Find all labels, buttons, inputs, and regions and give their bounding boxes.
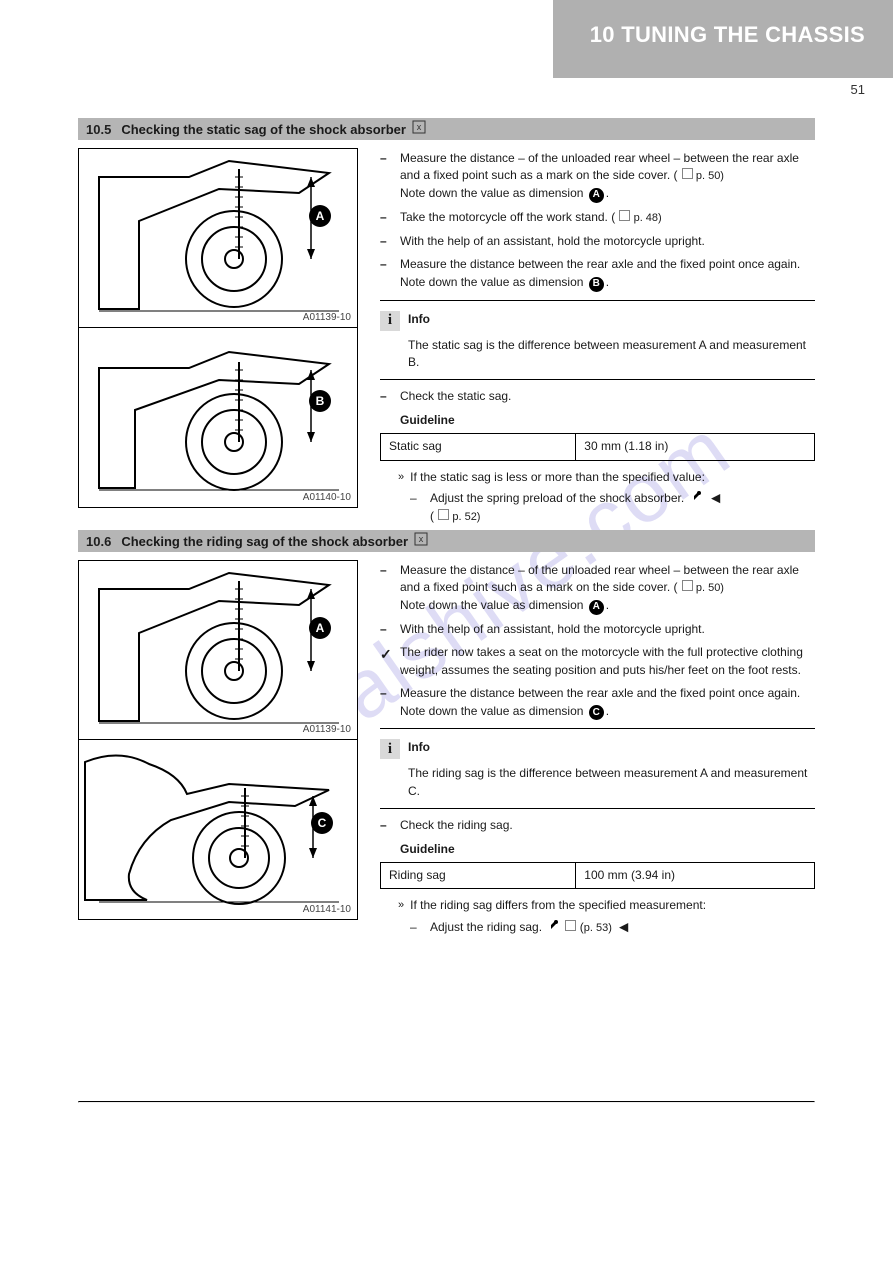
section-bar-10-6: 10.6 Checking the riding sag of the shoc… [78,530,815,552]
info-text: The riding sag is the difference between… [408,765,815,800]
section-bar-10-5: 10.5 Checking the static sag of the shoc… [78,118,815,140]
cross-ref-icon [682,170,693,182]
dimension-marker-a: A [589,600,604,615]
cross-ref-icon: x [412,120,426,139]
triangle-icon: ▶ [711,490,720,507]
section-title: Checking the riding sag of the shock abs… [121,534,408,549]
step: – Measure the distance – of the unloaded… [380,150,815,203]
section-title: Checking the static sag of the shock abs… [121,122,406,137]
sub-step: – Adjust the spring preload of the shock… [410,490,815,526]
guideline-label: Guideline [400,841,815,858]
dimension-label-c: C [311,812,333,834]
step: – With the help of an assistant, hold th… [380,621,815,638]
info-icon: i [380,739,400,759]
divider [380,728,815,729]
section-number: 10.6 [86,534,111,549]
dimension-label-a: A [309,205,331,227]
cross-ref-icon: x [414,532,428,551]
step: – Measure the distance between the rear … [380,685,815,720]
step: – With the help of an assistant, hold th… [380,233,815,250]
check-icon: ✓ [380,644,392,679]
figure-id: A01139-10 [303,724,351,735]
page-number: 51 [851,82,865,97]
svg-text:x: x [419,534,424,544]
wrench-icon [692,493,704,505]
arrow-icon: » [398,897,404,915]
guideline-key: Riding sag [381,862,576,888]
figure-wheel-with-rider: C A01141-10 [78,740,358,920]
section-number: 10.5 [86,122,111,137]
figure-wheel-loaded: B A01140-10 [78,328,358,508]
page-ref: p. 50) [696,170,724,182]
arrow-icon: » [398,469,404,487]
divider [380,379,815,380]
sub-step: – Adjust the riding sag. (p. 53) ▶ [410,919,815,937]
figures-col-sec2: A A01139-10 [78,560,358,920]
figure-wheel-unloaded: A A01139-10 [78,148,358,328]
conditional-note: » If the riding sag differs from the spe… [398,897,815,915]
info-heading: Info [408,739,430,756]
step-check: ✓ The rider now takes a seat on the moto… [380,644,815,679]
guideline-label: Guideline [400,412,815,429]
dimension-marker-c: C [589,705,604,720]
section-body-10-6: – Measure the distance – of the unloaded… [380,562,815,937]
cross-ref-icon [565,922,576,934]
diagram-wheel-a [79,149,359,329]
step: – Check the riding sag. [380,817,815,834]
section-body-10-5: – Measure the distance – of the unloaded… [380,150,815,526]
conditional-note: » If the static sag is less or more than… [398,469,815,487]
guideline-value: 100 mm (3.94 in) [576,862,815,888]
figure-wheel-unloaded-2: A A01139-10 [78,560,358,740]
dimension-marker-b: B [589,277,604,292]
wrench-icon [549,922,561,934]
figure-id: A01140-10 [303,492,351,503]
cross-ref-icon [619,212,630,224]
figure-id: A01141-10 [303,904,351,915]
svg-text:x: x [417,122,422,132]
figure-id: A01139-10 [303,312,351,323]
cross-ref-icon [682,582,693,594]
step: – Take the motorcycle off the work stand… [380,209,815,227]
guideline-key: Static sag [381,434,576,460]
guideline-value: 30 mm (1.18 in) [576,434,815,460]
step-text: Measure the distance – of the unloaded r… [400,150,815,203]
info-icon: i [380,311,400,331]
step: – Measure the distance – of the unloaded… [380,562,815,615]
info-block: i Info [380,739,815,759]
dimension-label-b: B [309,390,331,412]
bullet-dash: – [380,150,392,203]
diagram-wheel-a2 [79,561,359,741]
step: – Check the static sag. [380,388,815,405]
dimension-label-a: A [309,617,331,639]
guideline-table: Static sag 30 mm (1.18 in) [380,433,815,460]
divider [380,808,815,809]
guideline-table: Riding sag 100 mm (3.94 in) [380,862,815,889]
divider [380,300,815,301]
step: – Measure the distance between the rear … [380,256,815,291]
dimension-marker-a: A [589,188,604,203]
page: manualshive.com 10 TUNING THE CHASSIS 51… [0,0,893,1263]
table-row: Static sag 30 mm (1.18 in) [381,434,815,460]
triangle-icon: ▶ [619,919,628,936]
chapter-title: 10 TUNING THE CHASSIS [590,22,865,48]
footer-divider [78,1101,815,1103]
info-heading: Info [408,311,430,328]
info-text: The static sag is the difference between… [408,337,815,372]
info-block: i Info [380,311,815,331]
figures-col-sec1: A A01139-10 [78,148,358,508]
cross-ref-icon [438,511,449,523]
diagram-wheel-b [79,328,359,508]
table-row: Riding sag 100 mm (3.94 in) [381,862,815,888]
